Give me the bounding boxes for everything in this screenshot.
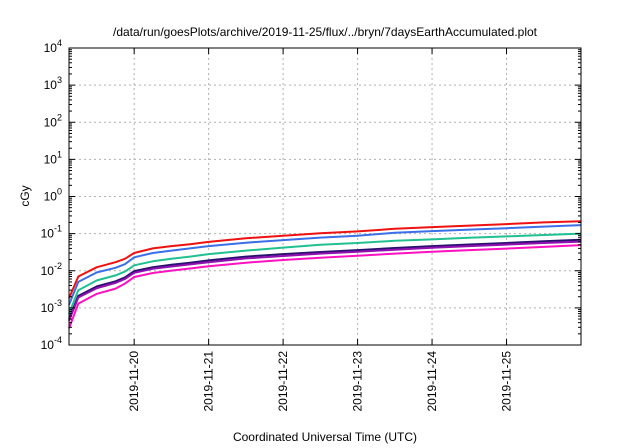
series-line-2 xyxy=(68,224,582,306)
x-tick-label: 2019-11-22 xyxy=(276,351,290,412)
series-line-4 xyxy=(68,238,582,320)
x-tick-label: 2019-11-21 xyxy=(202,351,216,412)
grid xyxy=(69,48,581,345)
x-tick-label: 2019-11-23 xyxy=(351,351,365,412)
y-tick-label: 104 xyxy=(44,38,62,55)
plot-frame xyxy=(68,47,582,346)
x-tick-label: 2019-11-24 xyxy=(425,351,439,412)
y-tick-label: 101 xyxy=(44,149,62,166)
x-axis-label: Coordinated Universal Time (UTC) xyxy=(233,430,417,444)
chart-title: /data/run/goesPlots/archive/2019-11-25/f… xyxy=(113,25,538,39)
y-tick-label: 102 xyxy=(44,112,62,129)
y-tick-label: 103 xyxy=(44,75,62,92)
series-line-1 xyxy=(68,220,582,299)
series-line-5 xyxy=(68,240,582,322)
y-tick-label: 100 xyxy=(44,187,62,204)
y-tick-label: 10-3 xyxy=(41,298,62,315)
y-tick-label: 10-2 xyxy=(41,261,62,278)
series-line-3 xyxy=(68,232,582,314)
x-tick-label: 2019-11-25 xyxy=(500,351,514,412)
y-axis-label: cGy xyxy=(18,185,32,206)
axes: 10-4 10-3 10-2 10-1 100 101 102 103 104 2019-11-2… xyxy=(41,38,582,412)
y-tick-label: 10-1 xyxy=(41,224,62,241)
x-tick-label: 2019-11-20 xyxy=(127,351,141,412)
series-line-6 xyxy=(68,244,582,329)
y-tick-label: 10-4 xyxy=(41,335,62,352)
plot-series xyxy=(68,220,582,329)
